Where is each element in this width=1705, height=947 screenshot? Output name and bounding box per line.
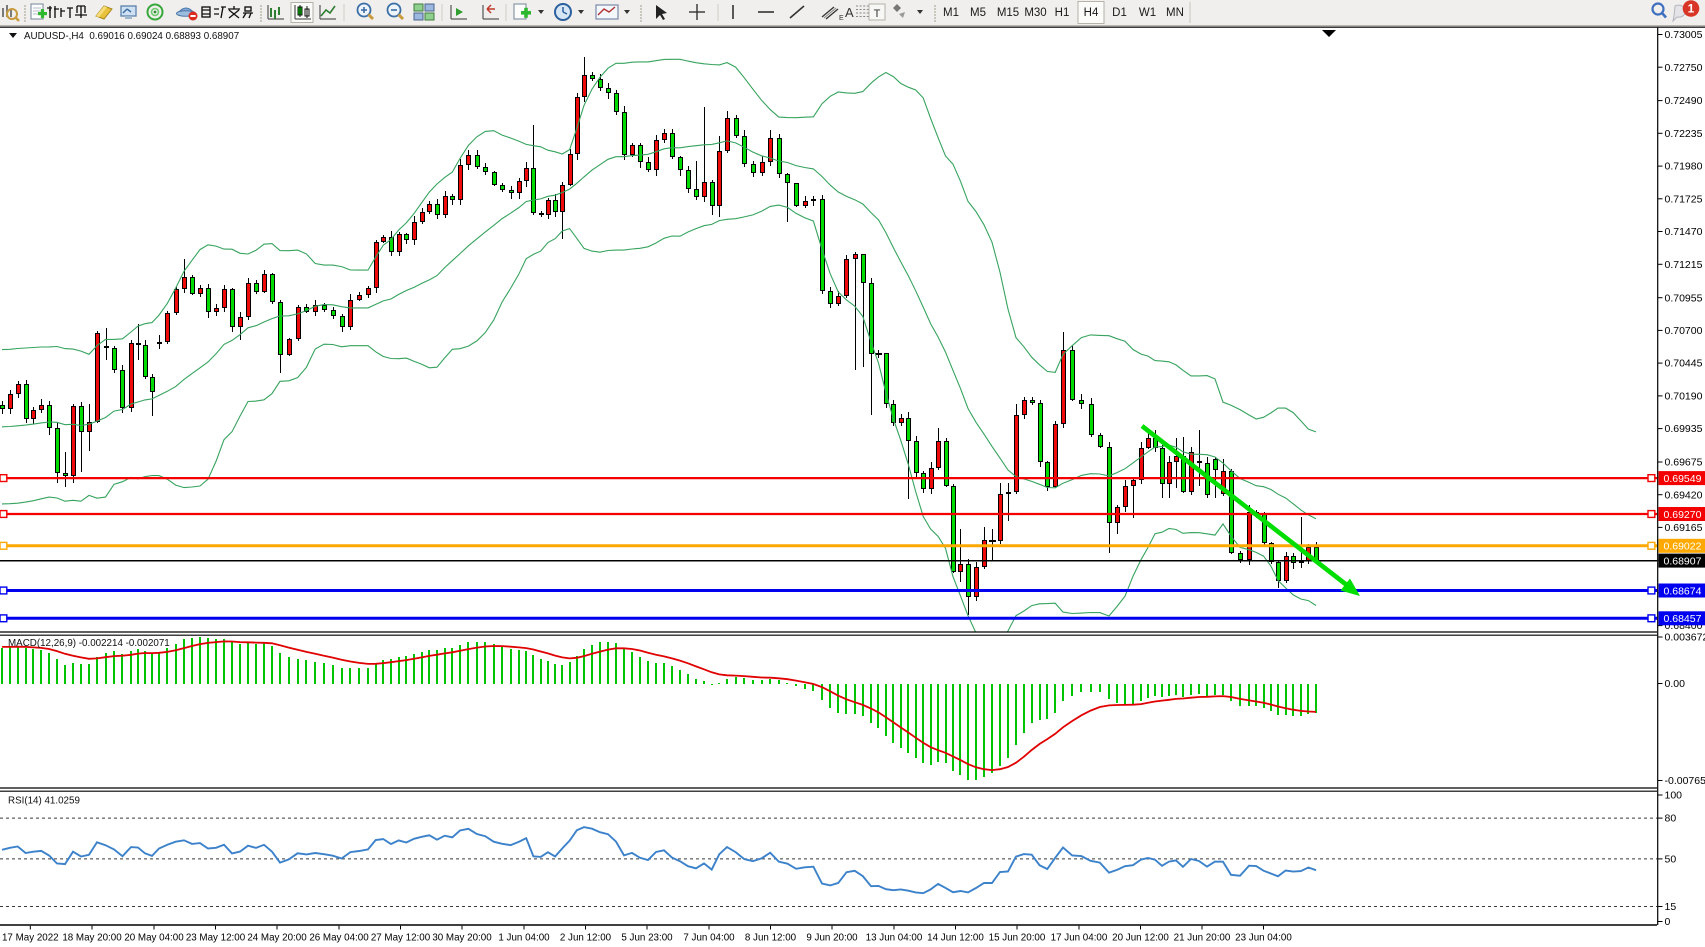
svg-text:T: T <box>874 8 881 20</box>
svg-text:18 May 20:00: 18 May 20:00 <box>62 933 122 944</box>
svg-text:A: A <box>845 5 854 20</box>
svg-text:20 Jun 12:00: 20 Jun 12:00 <box>1112 933 1169 944</box>
svg-text:23 May 12:00: 23 May 12:00 <box>186 933 246 944</box>
svg-text:M1: M1 <box>943 7 959 19</box>
svg-text:0.69935: 0.69935 <box>1665 423 1703 435</box>
svg-text:21 Jun 20:00: 21 Jun 20:00 <box>1174 933 1231 944</box>
svg-text:H4: H4 <box>1084 7 1099 19</box>
svg-text:14 Jun 12:00: 14 Jun 12:00 <box>927 933 984 944</box>
svg-text:0.72235: 0.72235 <box>1665 128 1703 140</box>
svg-text:0.70190: 0.70190 <box>1665 391 1703 403</box>
svg-text:24 May 20:00: 24 May 20:00 <box>247 933 307 944</box>
svg-text:MN: MN <box>1166 7 1184 19</box>
svg-text:0.70700: 0.70700 <box>1665 325 1703 337</box>
svg-text:0.69420: 0.69420 <box>1665 489 1703 501</box>
svg-text:MACD(12,26,9) -0.002214 -0.002: MACD(12,26,9) -0.002214 -0.002071 <box>8 638 170 649</box>
svg-text:0.70955: 0.70955 <box>1665 292 1703 304</box>
svg-text:80: 80 <box>1665 813 1677 825</box>
svg-text:7 Jun 04:00: 7 Jun 04:00 <box>683 933 735 944</box>
svg-text:0: 0 <box>1665 916 1671 928</box>
svg-text:0.68907: 0.68907 <box>1664 555 1702 567</box>
svg-text:17 Jun 04:00: 17 Jun 04:00 <box>1051 933 1108 944</box>
svg-text:9 Jun 20:00: 9 Jun 20:00 <box>806 933 858 944</box>
svg-text:AUDUSD-,H4 0.69016 0.69024 0.: AUDUSD-,H4 0.69016 0.69024 0.68893 0.689… <box>24 31 239 42</box>
svg-text:0.72490: 0.72490 <box>1665 95 1703 107</box>
svg-text:20 May 04:00: 20 May 04:00 <box>124 933 184 944</box>
svg-text:0.69549: 0.69549 <box>1664 473 1702 485</box>
svg-text:23 Jun 04:00: 23 Jun 04:00 <box>1235 933 1292 944</box>
svg-text:0.71980: 0.71980 <box>1665 161 1703 173</box>
svg-text:0.73005: 0.73005 <box>1665 29 1703 41</box>
svg-text:0.69675: 0.69675 <box>1665 457 1703 469</box>
svg-text:0.72750: 0.72750 <box>1665 62 1703 74</box>
svg-text:0.003672: 0.003672 <box>1665 632 1705 644</box>
svg-text:RSI(14) 41.0259: RSI(14) 41.0259 <box>8 796 80 807</box>
svg-text:0.00: 0.00 <box>1665 678 1686 690</box>
svg-text:2 Jun 12:00: 2 Jun 12:00 <box>560 933 612 944</box>
svg-text:W1: W1 <box>1139 7 1156 19</box>
svg-text:26 May 04:00: 26 May 04:00 <box>309 933 369 944</box>
svg-text:15 Jun 20:00: 15 Jun 20:00 <box>989 933 1046 944</box>
svg-text:M5: M5 <box>970 7 986 19</box>
svg-text:17 May 2022: 17 May 2022 <box>2 933 59 944</box>
svg-text:H1: H1 <box>1055 7 1070 19</box>
svg-text:M30: M30 <box>1024 7 1046 19</box>
svg-text:0.71470: 0.71470 <box>1665 226 1703 238</box>
svg-text:27 May 12:00: 27 May 12:00 <box>371 933 431 944</box>
svg-text:8 Jun 12:00: 8 Jun 12:00 <box>745 933 797 944</box>
svg-text:0.70445: 0.70445 <box>1665 358 1703 370</box>
svg-text:D1: D1 <box>1112 7 1127 19</box>
svg-text:0.69165: 0.69165 <box>1665 522 1703 534</box>
svg-text:0.68674: 0.68674 <box>1664 585 1702 597</box>
svg-text:0.69022: 0.69022 <box>1664 541 1702 553</box>
svg-text:13 Jun 04:00: 13 Jun 04:00 <box>866 933 923 944</box>
svg-text:M15: M15 <box>997 7 1019 19</box>
svg-text:-0.007656: -0.007656 <box>1665 775 1705 787</box>
svg-text:0.68457: 0.68457 <box>1664 613 1702 625</box>
svg-text:100: 100 <box>1665 790 1683 802</box>
svg-text:0.69270: 0.69270 <box>1664 509 1702 521</box>
svg-text:15: 15 <box>1665 901 1677 913</box>
svg-text:50: 50 <box>1665 854 1677 866</box>
svg-text:1: 1 <box>1688 2 1695 16</box>
svg-text:E: E <box>839 15 844 22</box>
svg-text:1 Jun 04:00: 1 Jun 04:00 <box>498 933 550 944</box>
svg-text:0.71215: 0.71215 <box>1665 259 1703 271</box>
svg-text:5 Jun 23:00: 5 Jun 23:00 <box>621 933 673 944</box>
svg-text:0.71725: 0.71725 <box>1665 193 1703 205</box>
svg-text:30 May 20:00: 30 May 20:00 <box>432 933 492 944</box>
